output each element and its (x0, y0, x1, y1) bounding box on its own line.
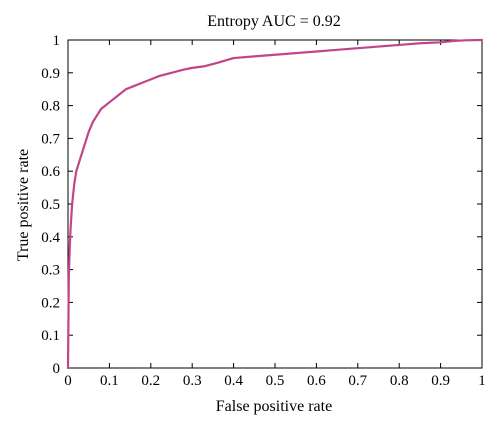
chart-title: Entropy AUC = 0.92 (207, 13, 340, 30)
x-axis-ticks: 0 0.1 0.2 0.3 0.4 0.5 0.6 0.7 0.8 0.9 1 (64, 40, 486, 389)
x-axis-title: False positive rate (216, 398, 332, 415)
x-tick-label: 0.9 (431, 373, 450, 389)
x-tick-label: 0.8 (390, 373, 409, 389)
x-tick-label: 0.5 (266, 373, 285, 389)
y-tick-label: 0.4 (41, 230, 60, 246)
roc-curve-line (66, 38, 484, 370)
y-tick-label: 0.8 (41, 99, 60, 115)
y-tick-label: 1 (53, 33, 61, 49)
y-axis-ticks: 0 0.1 0.2 0.3 0.4 0.5 0.6 0.7 0.8 0.9 1 (41, 33, 482, 377)
x-tick-label: 0.6 (307, 373, 326, 389)
y-tick-label: 0.7 (41, 131, 60, 147)
x-tick-label: 0.4 (224, 373, 243, 389)
y-tick-label: 0.5 (41, 197, 60, 213)
y-tick-label: 0.9 (41, 66, 60, 82)
y-axis-title: True positive rate (15, 149, 32, 261)
y-tick-label: 0.1 (41, 328, 60, 344)
y-tick-label: 0.6 (41, 164, 60, 180)
y-tick-label: 0.2 (41, 295, 60, 311)
x-tick-label: 0.2 (141, 373, 160, 389)
x-tick-label: 0.1 (100, 373, 119, 389)
x-tick-label: 0.3 (183, 373, 202, 389)
plot-frame (67, 39, 483, 369)
x-tick-label: 0.7 (348, 373, 367, 389)
x-tick-label: 1 (478, 373, 486, 389)
x-tick-label: 0 (64, 373, 72, 389)
y-tick-label: 0 (53, 361, 61, 377)
y-tick-label: 0.3 (41, 263, 60, 279)
